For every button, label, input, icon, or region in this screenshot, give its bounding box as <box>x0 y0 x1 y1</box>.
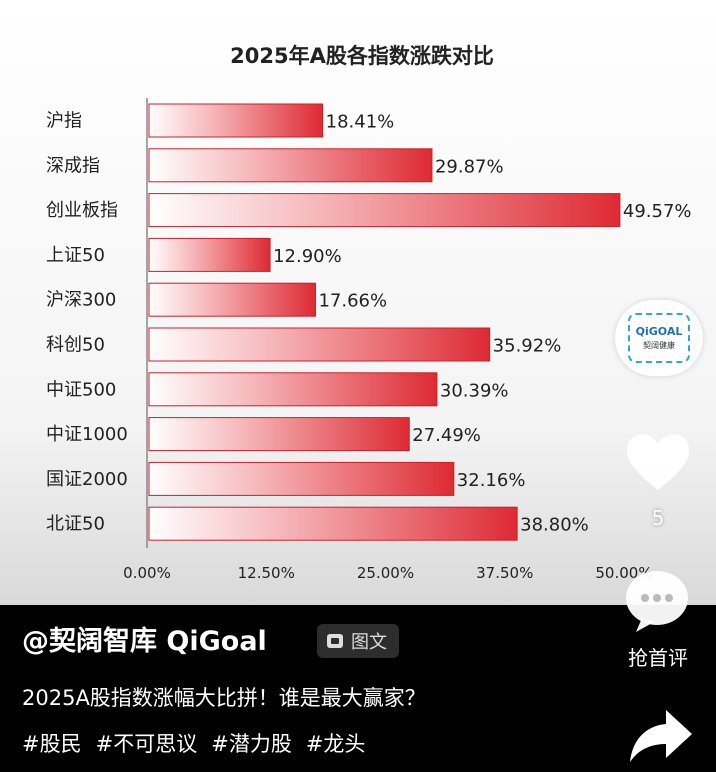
bar-value-label: 30.39% <box>440 380 509 401</box>
bar <box>148 237 271 272</box>
author-name[interactable]: @契阔智库 QiGoal <box>22 626 267 657</box>
category-label: 北证50 <box>46 514 105 535</box>
x-tick-label: 0.00% <box>123 564 171 582</box>
hashtag[interactable]: #龙头 <box>305 732 366 756</box>
bar-value-label: 18.41% <box>326 112 395 133</box>
bar <box>148 327 491 362</box>
category-label: 沪深300 <box>46 290 116 311</box>
logo-frame: QiGOAL 契阔健康 <box>628 313 690 363</box>
chart-title: 2025年A股各指数涨跌对比 <box>230 44 494 68</box>
bar <box>148 282 316 317</box>
comment-button[interactable] <box>622 568 692 634</box>
bar-value-label: 12.90% <box>273 246 342 267</box>
category-label: 国证2000 <box>46 469 128 490</box>
heart-icon <box>626 434 690 490</box>
image-post-icon <box>327 634 343 648</box>
comment-bubble-icon <box>626 571 688 632</box>
bar <box>148 372 438 407</box>
brand-logo-badge[interactable]: QiGOAL 契阔健康 <box>615 300 703 376</box>
like-count: 5 <box>651 506 665 530</box>
logo-text: QiGOAL <box>635 325 683 338</box>
bar-value-label: 49.57% <box>623 201 692 222</box>
logo-subtext: 契阔健康 <box>643 341 675 350</box>
bar <box>148 193 621 228</box>
hashtag-list: #股民 #不可思议 #潜力股 #龙头 <box>22 728 365 758</box>
category-label: 中证500 <box>46 379 116 400</box>
bar-value-label: 35.92% <box>493 336 562 357</box>
x-tick-label: 12.50% <box>238 564 295 582</box>
share-arrow-icon <box>630 710 692 762</box>
category-label: 深成指 <box>46 155 100 176</box>
bar-value-label: 32.16% <box>457 470 526 491</box>
post-type-badge: 图文 <box>317 624 399 658</box>
category-label: 创业板指 <box>46 200 118 221</box>
bar <box>148 103 324 138</box>
hashtag[interactable]: #潜力股 <box>211 732 292 756</box>
bar-value-label: 27.49% <box>412 425 481 446</box>
post-caption: 2025A股指数涨幅大比拼！谁是最大赢家？ <box>22 686 426 710</box>
hashtag[interactable]: #不可思议 <box>95 732 198 756</box>
bar <box>148 417 410 452</box>
bar-value-label: 29.87% <box>435 156 504 177</box>
hashtag[interactable]: #股民 <box>22 732 82 756</box>
bar <box>148 506 518 541</box>
chart-image: 2025年A股各指数涨跌对比 沪指 18.41% 深成指 29.87% 创业板指 49.5… <box>0 0 716 605</box>
bar-chart: 2025年A股各指数涨跌对比 沪指 18.41% 深成指 29.87% 创业板指 49.5… <box>46 44 692 582</box>
bar <box>148 461 455 496</box>
post-type-label: 图文 <box>351 632 387 653</box>
x-tick-label: 25.00% <box>357 564 414 582</box>
category-label: 中证1000 <box>46 424 128 445</box>
x-tick-label: 37.50% <box>476 564 533 582</box>
category-label: 科创50 <box>46 335 105 356</box>
comment-label: 抢首评 <box>628 646 688 670</box>
bar-value-label: 17.66% <box>318 291 387 312</box>
category-label: 上证50 <box>46 245 105 266</box>
share-button[interactable] <box>626 706 696 766</box>
category-label: 沪指 <box>46 111 82 132</box>
bar <box>148 148 433 183</box>
like-button[interactable] <box>622 428 694 494</box>
bar-value-label: 38.80% <box>520 515 589 536</box>
